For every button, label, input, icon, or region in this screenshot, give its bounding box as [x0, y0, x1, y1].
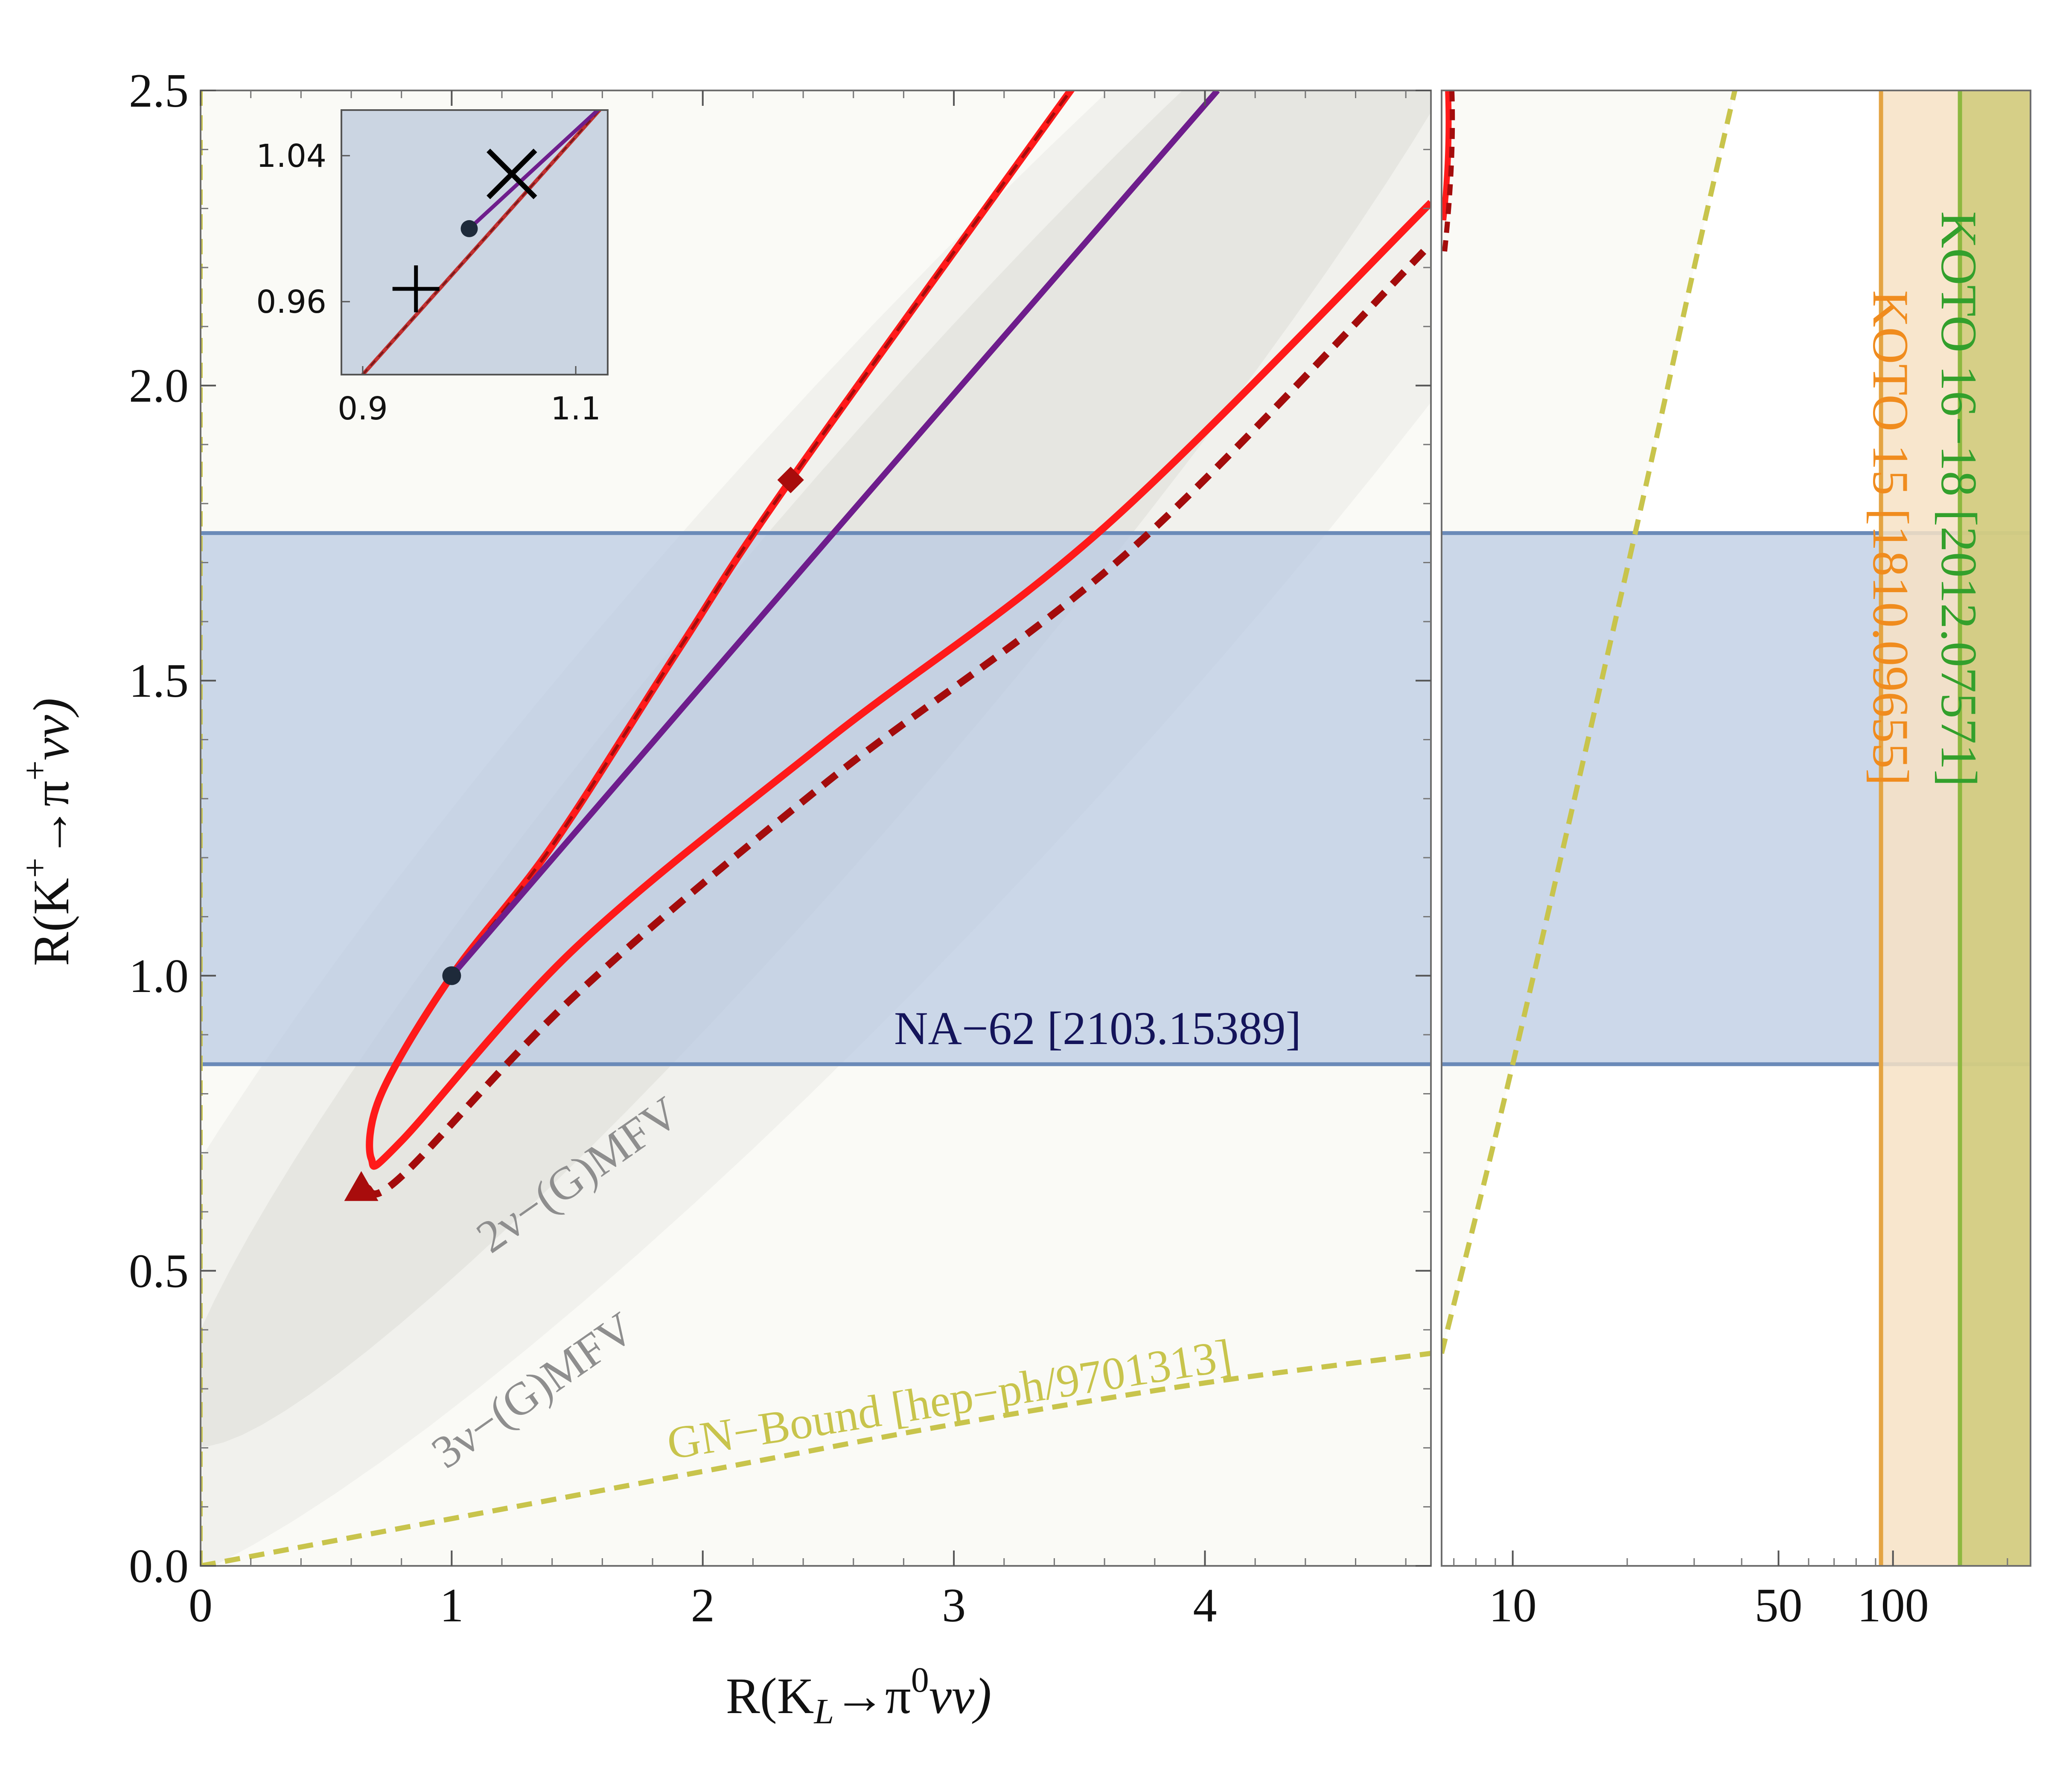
y-tick-label: 1.0 [129, 950, 189, 1003]
red-dashed-upper-branch [450, 90, 1073, 977]
main-axis-ticks: 0.0 0.5 1.0 1.5 2.0 2.5 0 1 2 3 4 [129, 64, 2031, 1632]
y-label-pre: R(K [23, 878, 79, 966]
y-tick-label: 0.5 [129, 1245, 189, 1297]
red-dashed-curve [365, 241, 1431, 1198]
log-red-tip-solid [1442, 90, 1452, 221]
na62-label: NA−62 [2103.15389] [894, 1002, 1301, 1054]
na62-band [201, 533, 1431, 1065]
y-label-post: νν) [23, 698, 79, 760]
inset-panel: 0.9 1.1 0.96 1.04 [256, 109, 609, 427]
log-x-tick-label: 10 [1489, 1579, 1537, 1632]
x-tick-label: 1 [440, 1579, 463, 1632]
y-axis-label: R(K+→π+νν) [15, 698, 79, 966]
y-tick-label: 2.0 [129, 360, 189, 413]
main-panel-frame [200, 90, 1432, 1567]
x-label-pre: R(K [726, 1667, 814, 1724]
log-x-tick-label: 100 [1857, 1579, 1929, 1632]
gn-bound-line [201, 1351, 1431, 1566]
y-tick-label: 1.5 [129, 655, 189, 707]
x-label-arrow: →π [834, 1667, 911, 1724]
x-axis-label: R(KL→π0νν) [726, 1660, 991, 1731]
purple-line [449, 90, 1220, 978]
inset-axis-ticks: 0.9 1.1 0.96 1.04 [256, 138, 601, 427]
log-panel-frame [1441, 90, 2031, 1567]
y-tick-label: 2.5 [129, 64, 189, 117]
inset-plus-marker [392, 265, 440, 313]
koto1618-band [1960, 90, 2031, 1566]
log-axis-ticks: 10 50 100 [1453, 1551, 2008, 1632]
y-label-sup2: + [15, 760, 55, 780]
main-panel: 0.0 0.5 1.0 1.5 2.0 2.5 0 1 2 3 4 NA−62 [2103.1538… [129, 64, 2031, 1632]
log-gn-bound-line [1442, 90, 1738, 1354]
x-label-sup: 0 [911, 1660, 929, 1700]
x-tick-label: 4 [1193, 1579, 1217, 1632]
inset-background [341, 110, 608, 375]
koto1618-label: KOTO 16−18 [2012.07571] [1931, 211, 1987, 787]
y-tick-label: 0.0 [129, 1540, 189, 1593]
x-tick-label: 3 [942, 1579, 966, 1632]
y-label-sup1: + [15, 858, 55, 878]
log-panel: 10 50 100 KOTO 15 [1810.09655] KOTO 16−18 … [1441, 90, 2031, 1632]
inset-y-tick-label: 1.04 [256, 138, 326, 175]
log-x-tick-label: 50 [1754, 1579, 1802, 1632]
inset-red-dashed [362, 110, 601, 375]
x-tick-label: 2 [691, 1579, 715, 1632]
x-tick-label: 0 [189, 1579, 213, 1632]
sm-point-marker [442, 966, 461, 985]
triangle-point-marker [344, 1171, 379, 1201]
inset-x-marker [487, 148, 537, 199]
inset-frame [341, 109, 609, 375]
inset-x-tick-label: 0.9 [338, 390, 388, 427]
inset-y-tick-label: 0.96 [256, 284, 326, 320]
x-label-sub: L [813, 1692, 834, 1731]
x-label-post: νν) [929, 1667, 991, 1724]
koto15-label: KOTO 15 [1810.09655] [1862, 290, 1919, 785]
log-red-tip-dashed [1442, 90, 1455, 256]
y-label-arrow: →π [23, 781, 79, 858]
inset-x-tick-label: 1.1 [551, 390, 601, 427]
inset-purple-line [468, 110, 601, 230]
inset-dot-marker [460, 220, 478, 237]
